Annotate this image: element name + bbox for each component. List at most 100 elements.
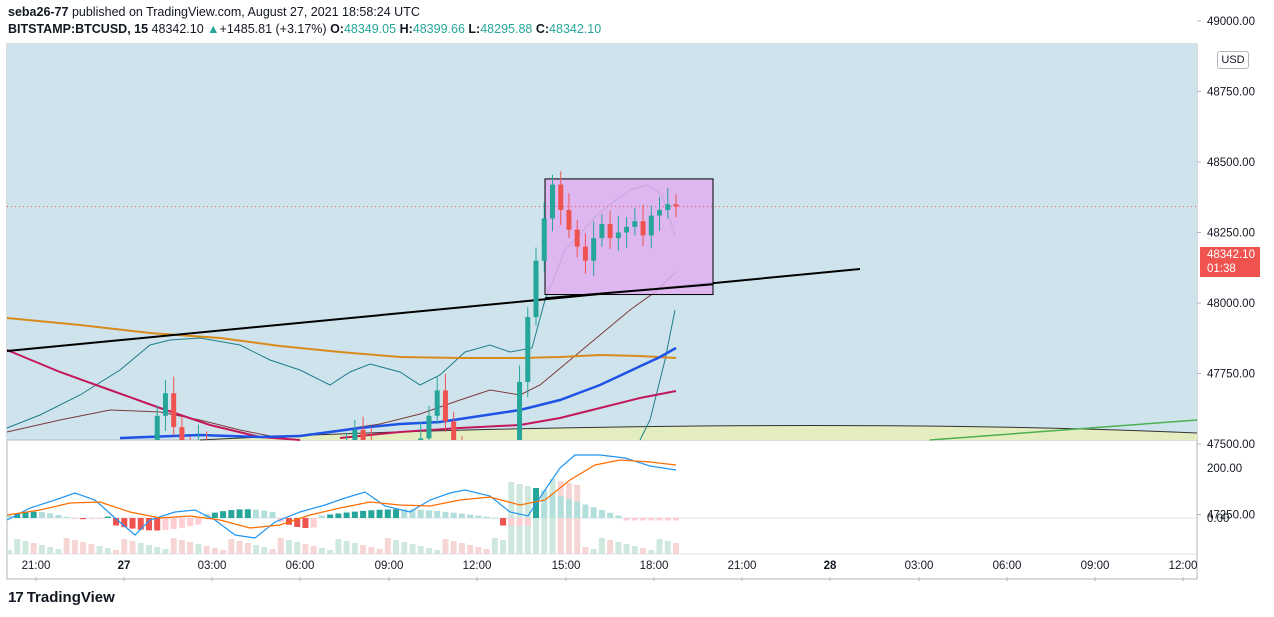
currency-badge[interactable]: USD xyxy=(1217,51,1249,69)
volume-bar xyxy=(458,543,465,554)
volume-bar xyxy=(63,538,70,554)
volume-bar xyxy=(425,548,432,554)
macd-line xyxy=(6,454,677,539)
candle-body xyxy=(360,429,366,440)
green-line xyxy=(929,419,1198,441)
volume-bar xyxy=(104,548,111,554)
ma-blue-line xyxy=(119,346,677,440)
time-tick-label: 27 xyxy=(118,560,131,572)
histogram-bar xyxy=(253,509,260,518)
candle-body xyxy=(599,224,605,239)
histogram-bar xyxy=(162,518,169,531)
trend-line xyxy=(6,268,861,352)
candle-body xyxy=(426,415,432,439)
histogram-bar xyxy=(524,518,531,526)
candle-body xyxy=(171,393,177,428)
volume-bar xyxy=(500,540,507,554)
price-tick-label: 47750.00 xyxy=(1207,369,1255,381)
histogram-bar xyxy=(360,510,367,518)
volume-bar xyxy=(178,540,185,554)
histogram-bar xyxy=(178,518,185,528)
volume-bar xyxy=(228,539,235,554)
volume-bar xyxy=(376,549,383,554)
histogram-bar xyxy=(88,518,95,520)
volume-bar xyxy=(47,547,54,554)
time-tick-label: 03:00 xyxy=(198,560,227,572)
histogram-bar xyxy=(154,518,161,531)
histogram-bar xyxy=(376,509,383,518)
time-tick-label: 21:00 xyxy=(728,560,757,572)
volume-bar xyxy=(137,543,144,554)
tradingview-brand[interactable]: 17 TradingView xyxy=(8,589,115,606)
volume-bar xyxy=(607,540,614,554)
time-tick-label: 12:00 xyxy=(463,560,492,572)
last-price-value: 48342.10 xyxy=(1207,249,1255,261)
candle-body xyxy=(640,221,646,236)
time-tick-label: 06:00 xyxy=(286,560,315,572)
symbol-label[interactable]: BITSTAMP:BTCUSD, 15 xyxy=(8,22,149,36)
volume-bar xyxy=(244,543,251,554)
volume-bar xyxy=(236,541,243,554)
histogram-bar xyxy=(187,518,194,527)
histogram-bar xyxy=(368,510,375,518)
histogram-bar xyxy=(104,516,111,518)
volume-bar xyxy=(22,541,29,554)
histogram-bar xyxy=(393,509,400,518)
ohlc-line: BITSTAMP:BTCUSD, 15 48342.10 ▲+1485.81 (… xyxy=(8,22,601,36)
time-tick-label: 15:00 xyxy=(552,560,581,572)
histogram-bar xyxy=(170,518,177,530)
histogram-bar xyxy=(475,515,482,518)
histogram-bar xyxy=(623,518,630,521)
candle-body xyxy=(632,221,638,227)
histogram-bar xyxy=(30,511,37,518)
histogram-bar xyxy=(22,512,29,518)
published-text: published on TradingView.com, August 27,… xyxy=(71,5,420,19)
candle-body xyxy=(154,415,160,440)
volume-bar xyxy=(533,488,540,554)
price-tick-label: 49000.00 xyxy=(1207,16,1255,28)
histogram-bar xyxy=(14,513,21,518)
bollinger-lower-band xyxy=(639,309,676,441)
volume-bar xyxy=(154,547,161,554)
volume-bar xyxy=(475,547,482,554)
volume-bar xyxy=(294,542,301,554)
histogram-bar xyxy=(310,518,317,528)
histogram-bar xyxy=(145,518,152,531)
volume-bar xyxy=(96,546,103,554)
histogram-bar xyxy=(582,504,589,518)
candle-body xyxy=(566,209,572,230)
histogram-bar xyxy=(631,518,638,521)
candle-body xyxy=(533,260,539,318)
volume-bar xyxy=(6,550,12,554)
volume-bar xyxy=(80,542,87,554)
candle-body xyxy=(648,215,654,236)
volume-bar xyxy=(574,485,581,554)
volume-bar xyxy=(417,546,424,554)
histogram-bar xyxy=(228,510,235,518)
price-tick-label: 47250.00 xyxy=(1207,510,1255,522)
histogram-bar xyxy=(673,518,679,521)
volume-bar xyxy=(442,539,449,554)
signal-line xyxy=(6,459,677,529)
time-tick-label: 09:00 xyxy=(1081,560,1110,572)
last-price: 48342.10 xyxy=(151,22,204,36)
histogram-bar xyxy=(656,518,663,521)
volume-bar xyxy=(582,547,589,554)
volume-bar xyxy=(656,539,663,554)
volume-bar xyxy=(113,550,120,554)
up-arrow-icon: ▲ xyxy=(207,22,220,36)
candle-body xyxy=(657,209,663,216)
cloud-area xyxy=(200,425,1197,440)
histogram-bar xyxy=(458,513,465,518)
volume-bar xyxy=(590,549,597,554)
volume-bar xyxy=(598,538,605,554)
author-name[interactable]: seba26-77 xyxy=(8,5,69,19)
bollinger-basis xyxy=(6,271,677,439)
time-tick-label: 28 xyxy=(824,560,837,572)
range-box xyxy=(544,178,714,296)
histogram-bar xyxy=(549,493,556,518)
volume-bar xyxy=(450,541,457,554)
volume-bar xyxy=(327,550,334,554)
histogram-bar xyxy=(541,490,548,518)
